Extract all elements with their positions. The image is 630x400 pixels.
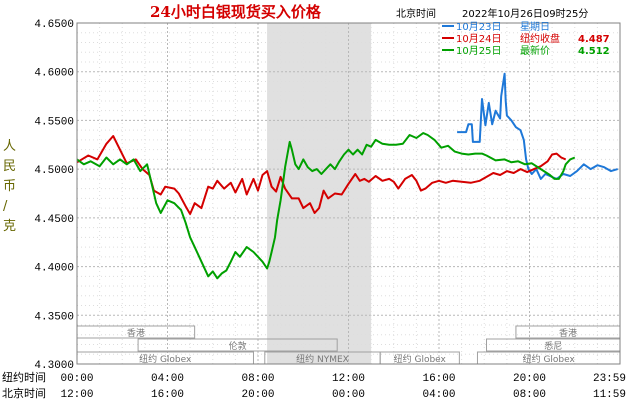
highlight-band xyxy=(267,23,372,364)
y-tick-label: 4.6000 xyxy=(34,68,74,80)
x-tick-label: 12:00 xyxy=(60,389,93,400)
x-tick-label: 08:00 xyxy=(513,389,546,400)
x-tick-label: 04:00 xyxy=(422,389,455,400)
timezone-label: 北京时间 xyxy=(396,7,436,20)
legend-date: 10月24日 xyxy=(456,33,501,45)
x-tick-label: 20:00 xyxy=(513,373,546,385)
session-box xyxy=(137,338,338,352)
legend-date: 10月25日 xyxy=(456,45,501,57)
x-tick-label: 12:00 xyxy=(332,373,365,385)
legend-text: 纽约收盘 xyxy=(520,32,560,45)
y-tick-label: 4.4500 xyxy=(34,214,74,226)
y-axis-title: 人民币/克 xyxy=(3,139,16,234)
series-line-2 xyxy=(76,135,567,215)
session-label: 纽约 Globex xyxy=(394,353,447,365)
session-label: 香港 xyxy=(559,327,577,339)
x-tick-label: 00:00 xyxy=(332,389,365,400)
series-line-1 xyxy=(457,72,618,180)
session-label: 纽约 Globex xyxy=(523,353,576,365)
x-tick-label: 08:00 xyxy=(241,373,274,385)
ny-time-row-label: 纽约时间 xyxy=(2,370,46,384)
y-tick-label: 4.6500 xyxy=(34,19,74,31)
x-tick-label: 20:00 xyxy=(241,389,274,400)
legend-value: 4.512 xyxy=(578,46,610,57)
chart-title: 24小时白银现货买入价格 xyxy=(150,3,322,21)
y-tick-label: 4.5000 xyxy=(34,165,74,177)
x-tick-label: 11:59 xyxy=(593,389,626,400)
legend-value: 4.487 xyxy=(578,34,610,45)
y-tick-label: 4.5500 xyxy=(34,116,74,128)
legend-date: 10月23日 xyxy=(456,21,501,33)
x-tick-label: 00:00 xyxy=(60,373,93,385)
x-tick-label: 04:00 xyxy=(151,373,184,385)
session-label: 香港 xyxy=(127,327,145,339)
series-line-3 xyxy=(76,132,576,280)
x-tick-label: 16:00 xyxy=(151,389,184,400)
y-tick-label: 4.3500 xyxy=(34,311,74,323)
y-tick-label: 4.3000 xyxy=(34,360,74,372)
session-label: 纽约 Globex xyxy=(139,353,192,365)
legend-text: 星期日 xyxy=(520,21,550,33)
legend-text: 最新价 xyxy=(520,44,550,57)
y-tick-label: 4.4000 xyxy=(34,263,74,275)
timestamp-label: 2022年10月26日09时25分 xyxy=(462,7,588,20)
session-label: 悉尼 xyxy=(544,340,562,352)
session-label: 纽约 NYMEX xyxy=(296,353,349,365)
x-tick-label: 23:59 xyxy=(593,373,626,385)
x-tick-label: 16:00 xyxy=(422,373,455,385)
session-label: 伦敦 xyxy=(229,340,247,352)
plot-frame xyxy=(76,22,621,365)
bj-time-row-label: 北京时间 xyxy=(2,386,46,400)
